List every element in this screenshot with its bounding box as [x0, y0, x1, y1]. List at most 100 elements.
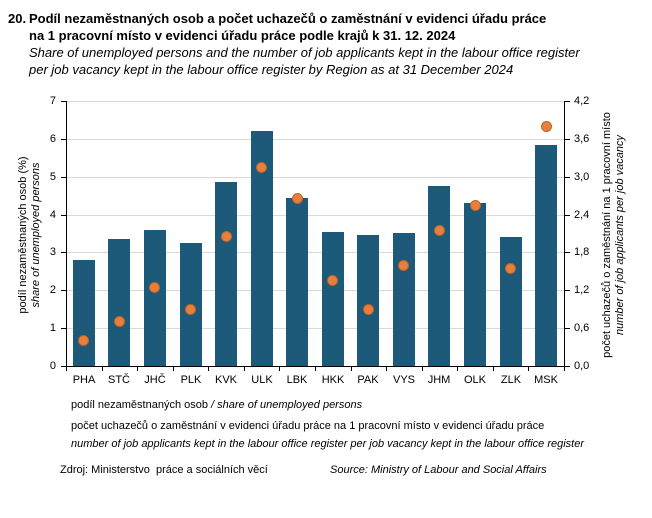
dot-PLK — [185, 304, 196, 315]
bottom-axis-tick — [315, 367, 316, 371]
bar-MSK — [535, 145, 557, 366]
right-axis-tick — [565, 215, 570, 216]
legend-item1-czech: podíl nezaměstnaných osob — [71, 399, 208, 411]
dot-VYS — [398, 260, 409, 271]
right-axis-tick-label: 2,4 — [574, 209, 590, 221]
right-axis-tick-label: 4,2 — [574, 95, 590, 107]
right-axis-tick-label: 1,2 — [574, 284, 590, 296]
title-english-line2: per job vacancy kept in the labour offic… — [29, 62, 514, 77]
left-axis-tick-label: 1 — [49, 322, 56, 334]
bottom-axis-tick — [279, 367, 280, 371]
bar-PHA — [73, 260, 95, 366]
left-axis-tick — [61, 290, 66, 291]
legend-square-icon — [58, 400, 65, 407]
bar-ULK — [251, 131, 273, 366]
dot-HKK — [327, 275, 338, 286]
dot-ULK — [256, 162, 267, 173]
bottom-axis-tick — [386, 367, 387, 371]
x-axis-label-HKK: HKK — [321, 374, 345, 386]
bottom-axis-tick — [493, 367, 494, 371]
x-axis-label-PHA: PHA — [72, 374, 96, 386]
left-axis-tick-label: 2 — [49, 284, 56, 296]
right-axis-line — [564, 101, 565, 367]
bottom-axis-tick — [66, 367, 67, 371]
x-axis-label-OLK: OLK — [463, 374, 486, 386]
dot-OLK — [470, 200, 481, 211]
bar-LBK — [286, 198, 308, 366]
right-axis-tick-label: 1,8 — [574, 246, 590, 258]
right-axis-tick-label: 3,6 — [574, 133, 590, 145]
right-axis-tick — [565, 177, 570, 178]
bottom-axis-tick — [137, 367, 138, 371]
x-axis-label-PLK: PLK — [180, 374, 202, 386]
right-axis-tick — [565, 101, 570, 102]
dot-JHM — [434, 225, 445, 236]
title-english-line1: Share of unemployed persons and the numb… — [29, 45, 580, 60]
gridline — [66, 139, 564, 140]
legend-item1-english: / share of unemployed persons — [211, 399, 363, 411]
left-axis-title: podíl nezaměstnaných osob (%) share of u… — [17, 156, 43, 313]
left-axis-tick — [61, 101, 66, 102]
bar-PAK — [357, 235, 379, 366]
bar-JHČ — [144, 230, 166, 366]
dot-KVK — [221, 231, 232, 242]
x-axis-label-JHČ: JHČ — [144, 374, 166, 386]
dot-MSK — [541, 121, 552, 132]
gridline — [66, 215, 564, 216]
left-axis-tick-label: 5 — [49, 171, 56, 183]
source-czech: Zdroj: Ministerstvo práce a sociálních v… — [60, 464, 268, 476]
left-axis-tick — [61, 366, 66, 367]
bottom-axis-tick — [422, 367, 423, 371]
right-axis-title: počet uchazečů o zaměstnání na 1 pracovn… — [601, 112, 627, 358]
bar-HKK — [322, 232, 344, 366]
gridline — [66, 328, 564, 329]
left-axis-tick-label: 3 — [49, 246, 56, 258]
left-axis-tick-label: 4 — [49, 209, 56, 221]
bar-STČ — [108, 239, 130, 366]
right-axis-tick — [565, 366, 570, 367]
bar-KVK — [215, 182, 237, 366]
x-axis-label-LBK: LBK — [286, 374, 308, 386]
bar-OLK — [464, 203, 486, 366]
dot-JHČ — [149, 282, 160, 293]
gridline — [66, 290, 564, 291]
source-english: Source: Ministry of Labour and Social Af… — [330, 464, 547, 476]
x-axis-label-MSK: MSK — [534, 374, 558, 386]
dot-STČ — [114, 316, 125, 327]
bottom-axis-tick — [457, 367, 458, 371]
x-axis-label-JHM: JHM — [427, 374, 451, 386]
x-axis-label-ZLK: ZLK — [500, 374, 522, 386]
chart-title: 20. Podíl nezaměstnaných osob a počet uc… — [8, 10, 580, 78]
bottom-axis-tick — [173, 367, 174, 371]
left-axis-tick-label: 0 — [49, 360, 56, 372]
left-axis-line — [66, 101, 67, 367]
dot-PAK — [363, 304, 374, 315]
left-axis-tick-label: 7 — [49, 95, 56, 107]
bar-JHM — [428, 186, 450, 366]
right-axis-tick-label: 0,0 — [574, 360, 590, 372]
legend-item2-czech: počet uchazečů o zaměstnání v evidenci ú… — [71, 420, 545, 432]
bottom-axis-line — [66, 366, 565, 367]
x-axis-label-PAK: PAK — [357, 374, 379, 386]
bar-ZLK — [500, 237, 522, 366]
legend-dot-icon — [58, 421, 65, 428]
dot-LBK — [292, 193, 303, 204]
dot-PHA — [78, 335, 89, 346]
right-axis-title-czech: počet uchazečů o zaměstnání na 1 pracovn… — [601, 112, 613, 358]
right-axis-tick-label: 3,0 — [574, 171, 590, 183]
bottom-axis-tick — [102, 367, 103, 371]
right-axis-tick — [565, 290, 570, 291]
dot-ZLK — [505, 263, 516, 274]
title-czech-line1: Podíl nezaměstnaných osob a počet uchaze… — [29, 11, 547, 26]
right-axis-title-english: number of job applicants per job vacancy — [614, 135, 626, 335]
left-axis-tick — [61, 252, 66, 253]
right-axis-tick-label: 0,6 — [574, 322, 590, 334]
bottom-axis-tick — [351, 367, 352, 371]
left-axis-tick — [61, 177, 66, 178]
gridline — [66, 252, 564, 253]
left-axis-tick — [61, 215, 66, 216]
left-axis-title-czech: podíl nezaměstnaných osob (%) — [17, 156, 29, 314]
x-axis-label-KVK: KVK — [214, 374, 237, 386]
